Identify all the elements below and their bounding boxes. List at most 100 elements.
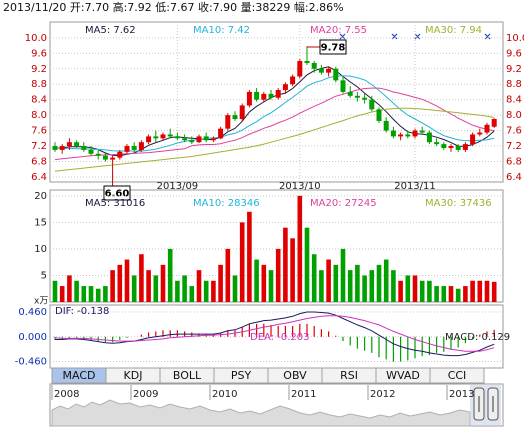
candle-body — [167, 134, 173, 137]
y-tick-label-right: 8.0 — [506, 110, 522, 121]
candle-body — [333, 68, 339, 81]
volume-bar — [319, 270, 324, 302]
volume-bar — [470, 280, 475, 302]
y-tick-label: 7.2 — [31, 141, 47, 152]
candle-body — [412, 130, 418, 137]
price-panel — [49, 21, 504, 183]
tab-label: BOLL — [173, 369, 202, 382]
y-tick-label: 8.8 — [31, 79, 47, 90]
candle-body — [196, 136, 202, 143]
candle-body — [218, 128, 224, 139]
high-pointer — [306, 46, 320, 48]
volume-bar — [275, 248, 281, 302]
candle-body — [203, 136, 209, 141]
volume-unit: x万 — [34, 297, 48, 307]
volume-bar — [427, 280, 432, 302]
volume-bar — [484, 280, 490, 302]
volume-bar — [254, 259, 259, 302]
candle-body — [160, 134, 166, 139]
y-tick-label-right: 6.4 — [506, 172, 522, 183]
candle-body — [340, 80, 346, 92]
volume-bar — [355, 264, 360, 302]
header: 2013/11/20 开:7.70 高:7.92 低:7.67 收:7.90 量… — [3, 0, 344, 14]
y-tick-label-right: 7.6 — [506, 126, 522, 137]
candle-body — [81, 146, 87, 150]
volume-bar — [196, 270, 202, 302]
volume-bar — [491, 281, 497, 302]
y-tick-label-right: 6.8 — [506, 157, 522, 168]
volume-bar — [211, 280, 216, 302]
candle-body — [95, 153, 101, 156]
candle-body — [282, 84, 288, 91]
x-tick-label: 2013/09 — [157, 181, 199, 192]
legend-entry: MA20: 27245 — [310, 198, 377, 209]
candle-body — [153, 136, 159, 139]
candle-body — [376, 109, 382, 121]
candle-body — [484, 124, 490, 133]
y-tick-label-right: 9.6 — [506, 48, 522, 59]
candle-body — [434, 142, 440, 145]
y-tick-label: -0.460 — [15, 357, 47, 368]
candle-body — [318, 68, 324, 73]
volume-bar — [261, 264, 267, 302]
y-tick-label-right: 7.2 — [506, 141, 522, 152]
y-tick-label-right: 8.4 — [506, 95, 522, 106]
legend-entry: MACD: 0.129 — [445, 332, 510, 343]
y-tick-label: 10.0 — [25, 33, 47, 44]
volume-bar — [232, 275, 238, 302]
legend-entry: DEA: -0.203 — [250, 332, 309, 343]
volume-bar — [333, 264, 339, 302]
candle-body — [477, 132, 483, 135]
candle-body — [232, 115, 238, 120]
volume-bar — [441, 286, 447, 302]
candle-body — [146, 136, 152, 143]
legend-entry: MA10: 7.42 — [193, 25, 250, 36]
macd-line — [54, 315, 495, 352]
info-markers — [339, 33, 491, 40]
legend-entry: MA20: 7.55 — [310, 25, 367, 36]
candle-body — [455, 146, 461, 150]
y-tick-label: 0.460 — [18, 307, 47, 318]
volume-bar — [362, 275, 367, 302]
volume-bar — [326, 259, 331, 302]
candle-body — [419, 130, 425, 133]
y-tick-label: 9.6 — [31, 48, 47, 59]
volume-bar — [81, 286, 87, 302]
y-tick-label: 20 — [34, 191, 47, 202]
candle-body — [138, 142, 144, 150]
tab-label: OBV — [283, 369, 307, 382]
candle-body — [448, 146, 454, 148]
timeline-year: 2009 — [133, 389, 158, 400]
volume-bar — [218, 264, 223, 302]
ma-line — [54, 107, 495, 172]
volume-bar — [117, 264, 123, 302]
candle-body — [383, 120, 389, 131]
y-tick-label: 6.4 — [31, 172, 47, 183]
volume-bar — [477, 280, 483, 302]
volume-bar — [124, 259, 130, 302]
candle-body — [426, 132, 432, 143]
volume-bar — [139, 254, 144, 302]
candle-body — [304, 61, 310, 63]
candle-body — [311, 62, 317, 69]
timeline-year: 2008 — [54, 389, 79, 400]
volume-bar — [391, 270, 396, 302]
volume-bar — [283, 227, 288, 302]
candle-body — [182, 138, 188, 141]
tab[interactable] — [429, 367, 485, 384]
volume-bar — [189, 286, 195, 302]
timeline-year: 2010 — [212, 389, 237, 400]
tab-label: WVAD — [386, 369, 420, 382]
volume-bar — [182, 275, 187, 302]
tab-label: KDJ — [124, 369, 143, 382]
y-tick-label-right: 8.8 — [506, 79, 522, 90]
volume-bar — [376, 264, 382, 302]
volume-bar — [304, 227, 310, 302]
candle-body — [246, 91, 252, 106]
candle-body — [131, 146, 137, 150]
y-tick-label: 6.8 — [31, 157, 47, 168]
tab-label: RSI — [340, 369, 358, 382]
candle-body — [369, 99, 375, 110]
volume-bar — [160, 264, 166, 302]
volume-bar — [175, 280, 180, 302]
